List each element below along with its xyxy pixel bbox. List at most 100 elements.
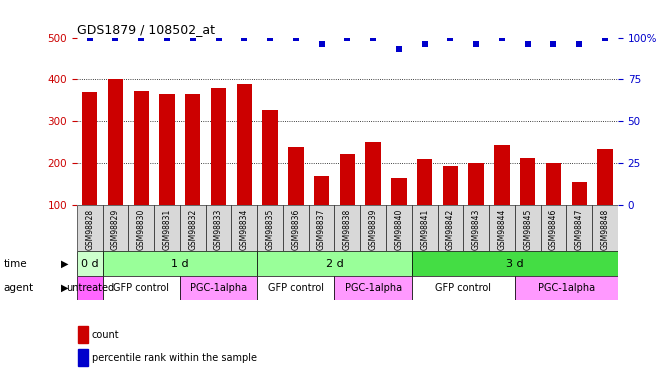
Bar [417, 159, 432, 205]
Text: untreated: untreated [65, 283, 114, 293]
Text: 1 d: 1 d [171, 259, 188, 268]
Bar [236, 84, 252, 205]
Text: GSM98831: GSM98831 [162, 209, 172, 250]
Text: GSM98834: GSM98834 [240, 209, 248, 250]
Point [239, 34, 250, 40]
Bar [154, 205, 180, 252]
Bar [180, 205, 206, 252]
Point [84, 34, 95, 40]
Bar [391, 178, 407, 205]
Bar [489, 205, 515, 252]
Bar [103, 205, 128, 252]
Text: count: count [92, 330, 120, 340]
Bar [82, 92, 98, 205]
Bar [339, 154, 355, 205]
Point [265, 34, 275, 40]
Bar [546, 163, 561, 205]
Text: GSM98847: GSM98847 [574, 209, 584, 250]
Bar [263, 110, 278, 205]
Bar [206, 205, 231, 252]
Bar [566, 205, 592, 252]
Text: agent: agent [3, 283, 33, 293]
Bar [335, 276, 411, 300]
Text: GSM98845: GSM98845 [523, 209, 532, 250]
Bar [128, 205, 154, 252]
Text: GSM98848: GSM98848 [601, 209, 609, 250]
Bar [314, 176, 329, 205]
Text: GSM98842: GSM98842 [446, 209, 455, 250]
Text: GSM98830: GSM98830 [137, 209, 146, 250]
Text: GSM98832: GSM98832 [188, 209, 197, 250]
Bar [515, 205, 540, 252]
Text: GDS1879 / 108502_at: GDS1879 / 108502_at [77, 23, 215, 36]
Text: GSM98843: GSM98843 [472, 209, 481, 250]
Bar [360, 205, 386, 252]
Bar [438, 205, 464, 252]
Point [213, 34, 224, 40]
Bar [335, 205, 360, 252]
Bar [365, 142, 381, 205]
Bar [572, 182, 587, 205]
Text: GSM98844: GSM98844 [498, 209, 506, 250]
Text: PGC-1alpha: PGC-1alpha [345, 283, 401, 293]
Bar [77, 205, 103, 252]
Bar [515, 276, 618, 300]
Bar [79, 326, 88, 343]
Point [162, 34, 172, 40]
Text: ▶: ▶ [61, 283, 69, 293]
Bar [103, 252, 257, 276]
Bar [520, 158, 536, 205]
Bar [411, 276, 515, 300]
Point [393, 46, 404, 52]
Bar [257, 205, 283, 252]
Text: GSM98838: GSM98838 [343, 209, 352, 250]
Bar [77, 252, 103, 276]
Bar [288, 147, 303, 205]
Text: GFP control: GFP control [268, 283, 324, 293]
Text: GSM98828: GSM98828 [86, 209, 94, 250]
Text: GSM98841: GSM98841 [420, 209, 429, 250]
Bar [597, 148, 613, 205]
Text: GFP control: GFP control [436, 283, 491, 293]
Text: GSM98829: GSM98829 [111, 209, 120, 250]
Point [574, 41, 584, 47]
Bar [468, 163, 484, 205]
Text: ▶: ▶ [61, 259, 69, 268]
Text: GSM98840: GSM98840 [394, 209, 403, 250]
Bar [443, 166, 458, 205]
Point [368, 34, 379, 40]
Bar [134, 91, 149, 205]
Bar [494, 145, 510, 205]
Text: GSM98836: GSM98836 [291, 209, 301, 250]
Text: PGC-1alpha: PGC-1alpha [538, 283, 595, 293]
Bar [103, 276, 180, 300]
Text: GSM98837: GSM98837 [317, 209, 326, 250]
Bar [592, 205, 618, 252]
Text: percentile rank within the sample: percentile rank within the sample [92, 353, 257, 363]
Bar [257, 276, 335, 300]
Point [188, 34, 198, 40]
Point [420, 41, 430, 47]
Bar [185, 94, 200, 205]
Bar [79, 350, 88, 366]
Point [342, 34, 353, 40]
Bar [77, 276, 103, 300]
Point [471, 41, 482, 47]
Bar [309, 205, 335, 252]
Text: GSM98835: GSM98835 [266, 209, 275, 250]
Bar [411, 252, 618, 276]
Text: 0 d: 0 d [81, 259, 98, 268]
Bar [464, 205, 489, 252]
Text: time: time [3, 259, 27, 268]
Point [496, 34, 507, 40]
Point [291, 34, 301, 40]
Bar [283, 205, 309, 252]
Text: GFP control: GFP control [114, 283, 169, 293]
Point [110, 34, 121, 40]
Bar [257, 252, 411, 276]
Bar [211, 88, 226, 205]
Text: GSM98839: GSM98839 [369, 209, 377, 250]
Bar [108, 79, 123, 205]
Point [600, 34, 611, 40]
Point [316, 41, 327, 47]
